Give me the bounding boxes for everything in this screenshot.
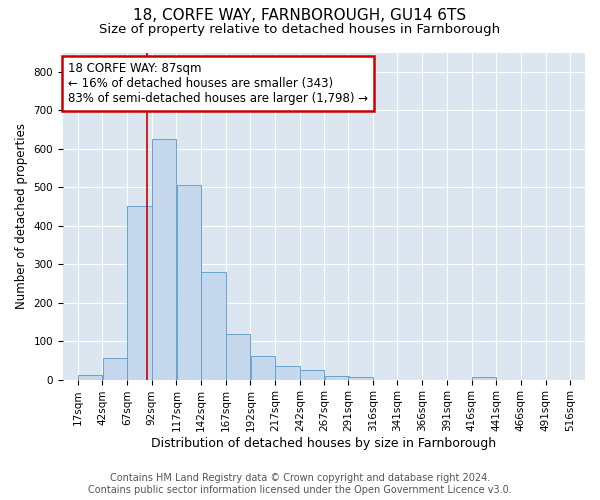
Bar: [251, 356, 275, 380]
Text: 18 CORFE WAY: 87sqm
← 16% of detached houses are smaller (343)
83% of semi-detac: 18 CORFE WAY: 87sqm ← 16% of detached ho…: [68, 62, 368, 106]
Text: Size of property relative to detached houses in Farnborough: Size of property relative to detached ho…: [100, 22, 500, 36]
Text: 18, CORFE WAY, FARNBOROUGH, GU14 6TS: 18, CORFE WAY, FARNBOROUGH, GU14 6TS: [133, 8, 467, 22]
Bar: [275, 366, 299, 380]
Bar: [78, 374, 102, 380]
X-axis label: Distribution of detached houses by size in Farnborough: Distribution of detached houses by size …: [151, 437, 497, 450]
Bar: [325, 376, 349, 380]
Bar: [472, 376, 496, 380]
Bar: [152, 139, 176, 380]
Bar: [226, 334, 250, 380]
Bar: [176, 186, 201, 380]
Bar: [103, 358, 127, 380]
Bar: [348, 376, 373, 380]
Text: Contains HM Land Registry data © Crown copyright and database right 2024.
Contai: Contains HM Land Registry data © Crown c…: [88, 474, 512, 495]
Bar: [300, 370, 324, 380]
Bar: [127, 206, 152, 380]
Y-axis label: Number of detached properties: Number of detached properties: [15, 123, 28, 309]
Bar: [201, 272, 226, 380]
